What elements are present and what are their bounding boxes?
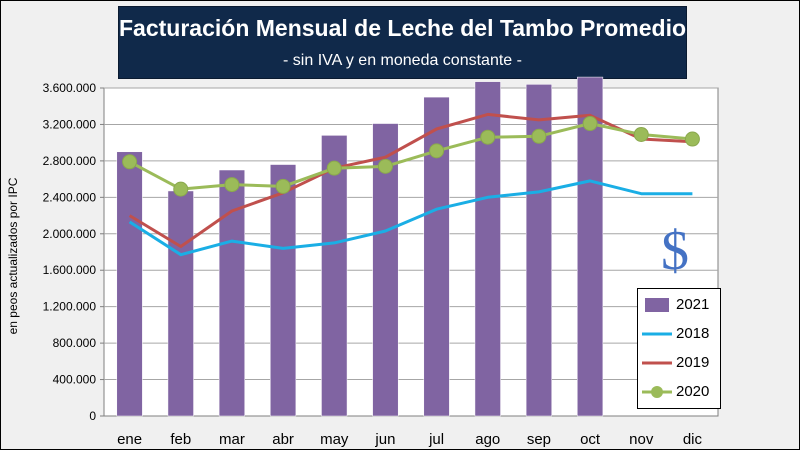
x-tick-label-ago: ago [475, 431, 500, 448]
legend-item-2021: 2021 [638, 291, 720, 319]
legend-item-2018: 2018 [638, 320, 720, 348]
legend-swatch-2021 [645, 298, 669, 312]
legend-label: 2020 [676, 383, 710, 400]
line-series-2018 [128, 179, 693, 257]
bar-2021-ene [116, 151, 143, 417]
line-series-2020 [128, 122, 693, 191]
marker-2020-oct [582, 116, 598, 132]
y-tick-label: 2.000.000 [43, 227, 97, 241]
marker-2020-abr [275, 178, 291, 194]
dollar-sign-annotation: $ [661, 220, 689, 282]
y-tick-label: 800.000 [53, 336, 97, 350]
y-tick-label: 3.600.000 [43, 81, 97, 95]
bar-2021-may [321, 135, 348, 417]
title-box: Facturación Mensual de Leche del Tambo P… [118, 6, 687, 79]
marker-2020-feb [173, 181, 189, 197]
bar-2021-abr [270, 164, 297, 417]
legend-bar-swatch [645, 298, 669, 312]
y-axis-label-wrapper: en peos actualizados por IPC [6, 178, 23, 335]
line-series-2019 [128, 112, 693, 248]
legend-label: 2021 [676, 296, 710, 313]
marker-2020-jun [377, 158, 393, 174]
y-axis-label: en peos actualizados por IPC [6, 177, 20, 335]
legend-label: 2019 [676, 354, 710, 371]
x-tick-label-ene: ene [117, 431, 142, 448]
legend-swatch-2019 [642, 361, 672, 365]
y-tick-label: 1.600.000 [43, 263, 97, 277]
legend-swatch-2020 [642, 386, 672, 398]
x-tick-label-may: may [320, 431, 349, 448]
marker-2020-may [326, 160, 342, 176]
legend-swatch-2018 [642, 332, 672, 336]
bar-2021-feb [167, 190, 194, 417]
y-tick-label: 1.200.000 [43, 300, 97, 314]
chart-subtitle: - sin IVA y en moneda constante - [283, 52, 522, 69]
marker-2020-sep [531, 128, 547, 144]
x-tick-label-mar: mar [219, 431, 245, 448]
y-tick-label: 3.200.000 [43, 117, 97, 131]
y-tick-label: 400.000 [53, 373, 97, 387]
marker-2020-mar [224, 177, 240, 193]
y-tick-label: 2.800.000 [43, 154, 97, 168]
bar-2021-oct [577, 76, 604, 417]
legend-marker-swatch [651, 386, 663, 398]
x-tick-label-jun: jun [374, 431, 395, 448]
x-tick-label-dic: dic [683, 431, 703, 448]
x-tick-label-nov: nov [629, 431, 654, 448]
marker-2020-nov [633, 126, 649, 142]
y-tick-label: 0 [89, 409, 96, 423]
legend-item-2020: 2020 [638, 378, 720, 406]
x-tick-label-feb: feb [170, 431, 191, 448]
chart-title: Facturación Mensual de Leche del Tambo P… [119, 15, 687, 41]
x-tick-label-sep: sep [527, 431, 551, 448]
marker-2020-dic [684, 131, 700, 147]
x-tick-label-jul: jul [428, 431, 444, 448]
legend-item-2019: 2019 [638, 349, 720, 377]
marker-2020-ene [122, 154, 138, 170]
legend: 2021 2018 2019 2020 [637, 288, 721, 409]
legend-label: 2018 [676, 325, 710, 342]
marker-2020-ago [480, 129, 496, 145]
x-tick-label-abr: abr [272, 431, 294, 448]
x-tick-label-oct: oct [580, 431, 601, 448]
y-tick-label: 2.400.000 [43, 190, 97, 204]
marker-2020-jul [429, 143, 445, 159]
